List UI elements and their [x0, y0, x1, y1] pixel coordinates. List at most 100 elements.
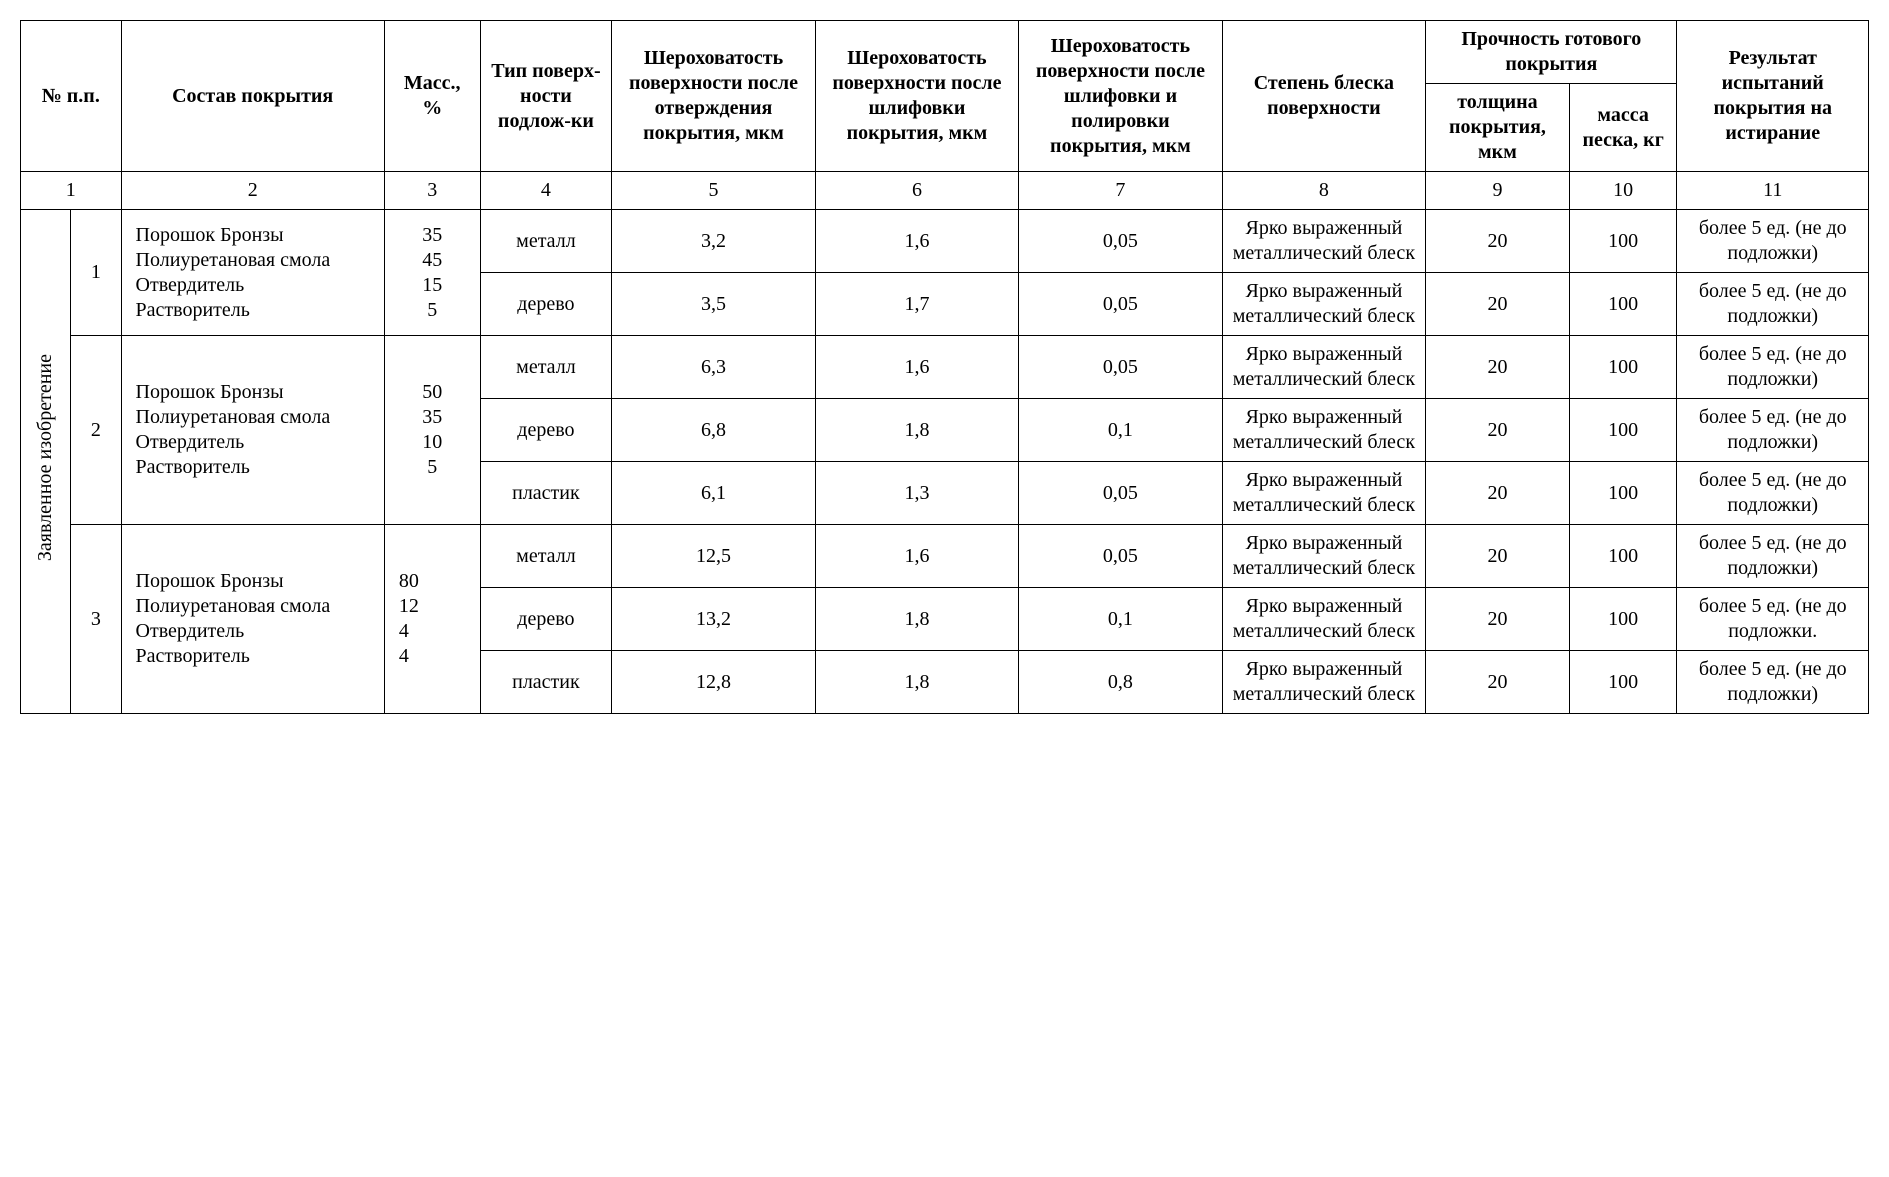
- cell-b: 1,6: [815, 210, 1018, 273]
- mass-cell: 35 45 15 5: [384, 210, 480, 336]
- sub-num: 2: [71, 336, 121, 525]
- cell-c: 0,05: [1019, 462, 1222, 525]
- cn-2: 2: [121, 172, 384, 210]
- cn-6: 6: [815, 172, 1018, 210]
- cell-a: 12,8: [612, 651, 815, 714]
- cn-1: 1: [21, 172, 122, 210]
- cn-3: 3: [384, 172, 480, 210]
- cell-a: 3,2: [612, 210, 815, 273]
- cell-c: 0,05: [1019, 210, 1222, 273]
- h-rough-ground: Шероховатость поверхности после шлифовки…: [815, 21, 1018, 172]
- column-number-row: 1 2 3 4 5 6 7 8 9 10 11: [21, 172, 1869, 210]
- cell-a: 6,3: [612, 336, 815, 399]
- cell-b: 1,8: [815, 399, 1018, 462]
- h-npp: № п.п.: [21, 21, 122, 172]
- cell-b: 1,7: [815, 273, 1018, 336]
- cell-gloss: Ярко выраженный металлический блеск: [1222, 336, 1425, 399]
- cell-sand: 100: [1569, 399, 1677, 462]
- cell-c: 0,05: [1019, 336, 1222, 399]
- cell-type: дерево: [480, 399, 612, 462]
- table-row: 2 Порошок Бронзы Полиуретановая смола От…: [21, 336, 1869, 399]
- cell-a: 12,5: [612, 525, 815, 588]
- cell-type: металл: [480, 210, 612, 273]
- cell-type: пластик: [480, 651, 612, 714]
- cn-11: 11: [1677, 172, 1869, 210]
- cell-gloss: Ярко выраженный металлический блеск: [1222, 210, 1425, 273]
- h-rough-pol: Шероховатость поверхности после шлифовки…: [1019, 21, 1222, 172]
- cell-res: более 5 ед. (не до подложки): [1677, 336, 1869, 399]
- cell-c: 0,1: [1019, 399, 1222, 462]
- cn-8: 8: [1222, 172, 1425, 210]
- cell-b: 1,8: [815, 651, 1018, 714]
- table-row: Заявленное изобретение 1 Порошок Бронзы …: [21, 210, 1869, 273]
- cell-sand: 100: [1569, 336, 1677, 399]
- cell-res: более 5 ед. (не до подложки): [1677, 651, 1869, 714]
- h-composition: Состав покрытия: [121, 21, 384, 172]
- side-label: Заявленное изобретение: [21, 210, 71, 714]
- h-gloss: Степень блеска поверхности: [1222, 21, 1425, 172]
- cell-a: 3,5: [612, 273, 815, 336]
- mass-cell: 80 12 4 4: [384, 525, 480, 714]
- cell-b: 1,6: [815, 525, 1018, 588]
- cell-sand: 100: [1569, 273, 1677, 336]
- h-strength: Прочность готового покрытия: [1426, 21, 1677, 84]
- cell-sand: 100: [1569, 462, 1677, 525]
- cell-res: более 5 ед. (не до подложки): [1677, 273, 1869, 336]
- cn-7: 7: [1019, 172, 1222, 210]
- cell-type: металл: [480, 525, 612, 588]
- h-rough-cured: Шероховатость поверхности после отвержде…: [612, 21, 815, 172]
- sub-num: 1: [71, 210, 121, 336]
- cell-th: 20: [1426, 651, 1570, 714]
- cell-c: 0,8: [1019, 651, 1222, 714]
- cell-th: 20: [1426, 273, 1570, 336]
- cell-type: дерево: [480, 588, 612, 651]
- composition-cell: Порошок Бронзы Полиуретановая смола Отве…: [121, 525, 384, 714]
- h-sand: масса песка, кг: [1569, 84, 1677, 172]
- cell-gloss: Ярко выраженный металлический блеск: [1222, 399, 1425, 462]
- cell-th: 20: [1426, 399, 1570, 462]
- cell-res: более 5 ед. (не до подложки): [1677, 462, 1869, 525]
- h-mass: Масс., %: [384, 21, 480, 172]
- table-row: 3 Порошок Бронзы Полиуретановая смола От…: [21, 525, 1869, 588]
- cell-type: дерево: [480, 273, 612, 336]
- cell-th: 20: [1426, 588, 1570, 651]
- cell-a: 13,2: [612, 588, 815, 651]
- cell-sand: 100: [1569, 210, 1677, 273]
- cell-th: 20: [1426, 336, 1570, 399]
- cell-gloss: Ярко выраженный металлический блеск: [1222, 588, 1425, 651]
- cn-4: 4: [480, 172, 612, 210]
- cell-b: 1,8: [815, 588, 1018, 651]
- cell-c: 0,05: [1019, 273, 1222, 336]
- cell-gloss: Ярко выраженный металлический блеск: [1222, 462, 1425, 525]
- composition-cell: Порошок Бронзы Полиуретановая смола Отве…: [121, 210, 384, 336]
- cell-res: более 5 ед. (не до подложки.: [1677, 588, 1869, 651]
- cell-sand: 100: [1569, 588, 1677, 651]
- cell-th: 20: [1426, 462, 1570, 525]
- h-abrasion: Результат испытаний покрытия на истирани…: [1677, 21, 1869, 172]
- cn-9: 9: [1426, 172, 1570, 210]
- cell-th: 20: [1426, 525, 1570, 588]
- cell-sand: 100: [1569, 651, 1677, 714]
- h-thickness: толщина покрытия, мкм: [1426, 84, 1570, 172]
- cell-c: 0,05: [1019, 525, 1222, 588]
- header-row-1: № п.п. Состав покрытия Масс., % Тип пове…: [21, 21, 1869, 84]
- cell-gloss: Ярко выраженный металлический блеск: [1222, 651, 1425, 714]
- cell-gloss: Ярко выраженный металлический блеск: [1222, 525, 1425, 588]
- cell-b: 1,6: [815, 336, 1018, 399]
- cn-10: 10: [1569, 172, 1677, 210]
- cell-sand: 100: [1569, 525, 1677, 588]
- coating-table: № п.п. Состав покрытия Масс., % Тип пове…: [20, 20, 1869, 714]
- cell-gloss: Ярко выраженный металлический блеск: [1222, 273, 1425, 336]
- h-surface-type: Тип поверх-ности подлож-ки: [480, 21, 612, 172]
- cn-5: 5: [612, 172, 815, 210]
- cell-a: 6,8: [612, 399, 815, 462]
- cell-res: более 5 ед. (не до подложки): [1677, 210, 1869, 273]
- sub-num: 3: [71, 525, 121, 714]
- cell-c: 0,1: [1019, 588, 1222, 651]
- cell-type: пластик: [480, 462, 612, 525]
- mass-cell: 50 35 10 5: [384, 336, 480, 525]
- cell-res: более 5 ед. (не до подложки): [1677, 399, 1869, 462]
- cell-type: металл: [480, 336, 612, 399]
- cell-res: более 5 ед. (не до подложки): [1677, 525, 1869, 588]
- cell-th: 20: [1426, 210, 1570, 273]
